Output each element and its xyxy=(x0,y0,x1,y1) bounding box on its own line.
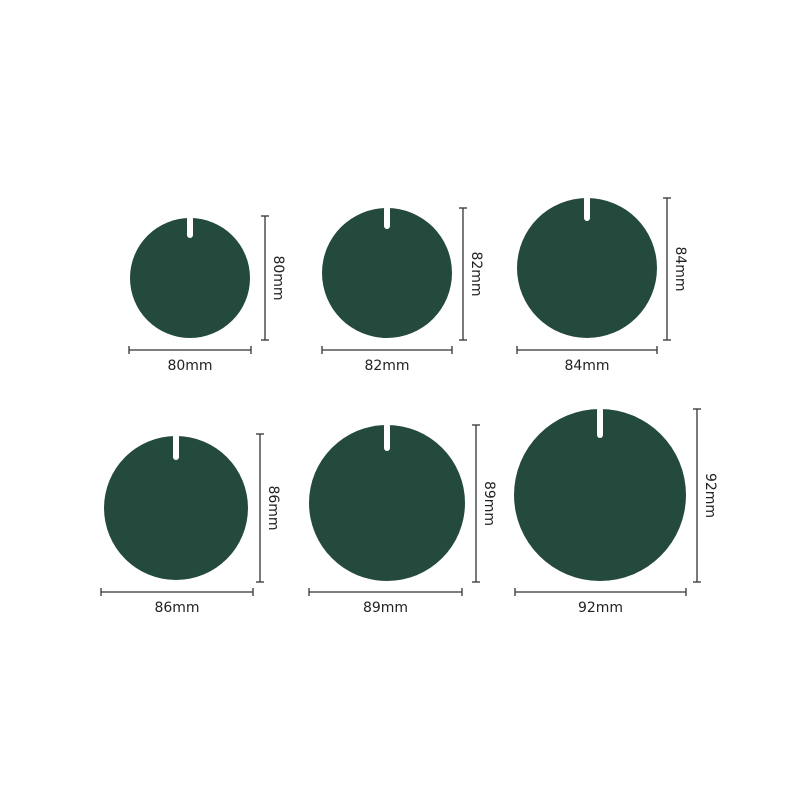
disc-group: 84mm 84mm xyxy=(516,196,688,374)
disc xyxy=(322,208,452,338)
height-label: 84mm xyxy=(672,246,688,291)
disc-slot xyxy=(597,407,603,438)
disc-slot xyxy=(187,216,193,238)
disc xyxy=(514,409,686,581)
height-label: 92mm xyxy=(702,473,718,518)
width-label: 92mm xyxy=(578,600,623,616)
height-label: 80mm xyxy=(270,255,286,300)
width-label: 84mm xyxy=(564,358,609,374)
disc-slot xyxy=(384,206,390,229)
disc xyxy=(104,436,248,580)
disc-slot xyxy=(173,434,179,460)
disc-group: 80mm 80mm xyxy=(128,215,286,374)
disc-slot xyxy=(584,196,590,221)
height-label: 82mm xyxy=(468,251,484,296)
disc-group: 86mm 86mm xyxy=(100,433,281,616)
disc xyxy=(517,198,657,338)
disc-group: 92mm 92mm xyxy=(514,407,718,616)
width-label: 82mm xyxy=(364,358,409,374)
height-label: 89mm xyxy=(481,481,497,526)
disc-group: 82mm 82mm xyxy=(321,206,484,374)
disc-group: 89mm 89mm xyxy=(308,423,497,616)
width-label: 80mm xyxy=(167,358,212,374)
width-label: 89mm xyxy=(363,600,408,616)
disc-slot xyxy=(384,423,390,451)
height-label: 86mm xyxy=(265,485,281,530)
width-label: 86mm xyxy=(154,600,199,616)
disc xyxy=(309,425,465,581)
disc xyxy=(130,218,250,338)
